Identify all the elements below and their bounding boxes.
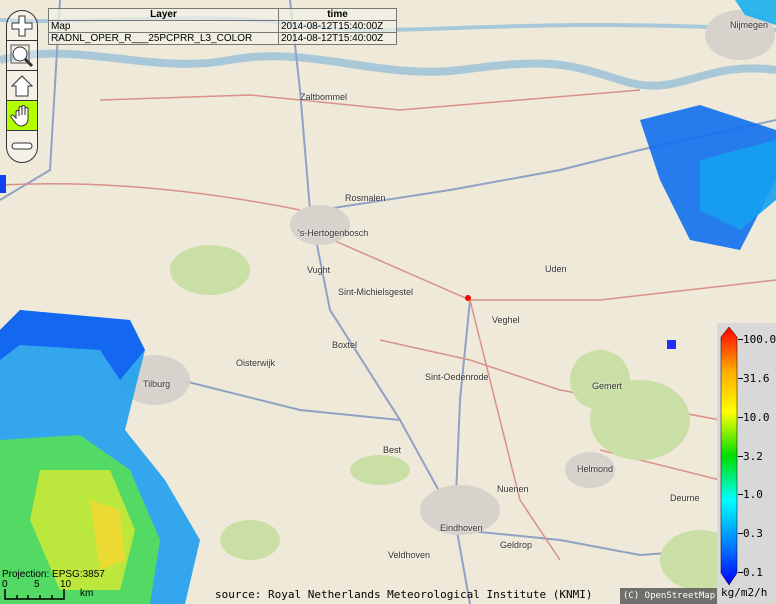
zoom-out-button[interactable]	[7, 131, 37, 161]
city-label: Uden	[545, 264, 567, 274]
map-toolbar	[6, 10, 38, 163]
legend-unit: kg/m2/h	[721, 586, 768, 599]
table-row[interactable]: Map 2014-08-12T15:40:00Z	[48, 20, 397, 33]
city-label: Nuenen	[497, 484, 529, 494]
home-icon	[10, 74, 34, 96]
layer-name: RADNL_OPER_R___25PCPRR_L3_COLOR	[48, 32, 279, 45]
scale-unit: km	[80, 588, 94, 599]
colorbar	[720, 327, 738, 586]
header-time: time	[278, 8, 397, 21]
city-label: Nijmegen	[730, 20, 769, 30]
city-label: Oisterwijk	[236, 358, 276, 368]
zoom-in-button[interactable]	[7, 11, 37, 41]
projection-label: Projection: EPSG:3857	[2, 569, 105, 580]
pan-hand-icon	[10, 104, 29, 127]
city-label: Rosmalen	[345, 193, 386, 203]
legend-tick	[738, 417, 743, 418]
layer-time: 2014-08-12T15:40:00Z	[278, 32, 397, 45]
legend-tick	[738, 456, 743, 457]
city-label: 's-Hertogenbosch	[298, 228, 369, 238]
scale-bar-line	[4, 589, 65, 600]
legend-label: 31.6	[743, 372, 770, 385]
zoom-box-button[interactable]	[7, 41, 37, 71]
legend-tick	[738, 572, 743, 573]
layer-table: Layer time Map 2014-08-12T15:40:00Z RADNL_…	[48, 8, 397, 45]
city-label: Deurne	[670, 493, 700, 503]
legend-label: 3.2	[743, 450, 763, 463]
zoom-out-icon	[11, 142, 33, 150]
city-label: Sint-Oedenrode	[425, 372, 489, 382]
city-label: Vught	[307, 265, 331, 275]
legend-label: 0.1	[743, 566, 763, 579]
legend-label: 10.0	[743, 411, 770, 424]
legend-label: 1.0	[743, 488, 763, 501]
home-button[interactable]	[7, 71, 37, 101]
river-waal	[0, 49, 776, 90]
city-label: Helmond	[577, 464, 614, 474]
legend-label: 0.3	[743, 527, 763, 540]
layer-time: 2014-08-12T15:40:00Z	[278, 20, 397, 33]
osm-attribution[interactable]: (C) OpenStreetMap	[620, 588, 717, 604]
scale-tick-label: 10	[60, 579, 72, 590]
data-source: source: Royal Netherlands Meteorological…	[215, 588, 593, 601]
legend-tick	[738, 533, 743, 534]
city-label: Tilburg	[143, 379, 171, 389]
city-label: Gemert	[592, 381, 623, 391]
legend-label: 100.0	[743, 333, 776, 346]
city-label: Boxtel	[332, 340, 358, 350]
header-layer: Layer	[48, 8, 279, 21]
legend-tick	[738, 339, 743, 340]
pan-button[interactable]	[7, 101, 37, 131]
scale-bar: 0 5 10 km	[2, 579, 94, 603]
table-row[interactable]: RADNL_OPER_R___25PCPRR_L3_COLOR 2014-08-1…	[48, 32, 397, 45]
roads	[0, 89, 776, 561]
scale-tick-label: 5	[34, 579, 40, 590]
legend-tick	[738, 494, 743, 495]
city-label: Zaltbommel	[300, 92, 348, 102]
legend-tick	[738, 378, 743, 379]
city-label: Eindhoven	[440, 523, 483, 533]
city-label: Geldrop	[500, 540, 533, 550]
city-label: Veldhoven	[388, 550, 431, 560]
city-label: Veghel	[492, 315, 520, 325]
zoom-in-icon	[11, 15, 33, 36]
layer-name: Map	[48, 20, 279, 33]
scale-tick-label: 0	[2, 579, 8, 590]
zoom-box-icon	[10, 44, 34, 67]
color-legend: 100.0 31.6 10.0 3.2 1.0 0.3 0.1 kg/m2/h	[717, 323, 776, 604]
city-label: Sint-Michielsgestel	[338, 287, 414, 297]
city-label: Best	[383, 445, 402, 455]
location-marker	[465, 295, 471, 301]
